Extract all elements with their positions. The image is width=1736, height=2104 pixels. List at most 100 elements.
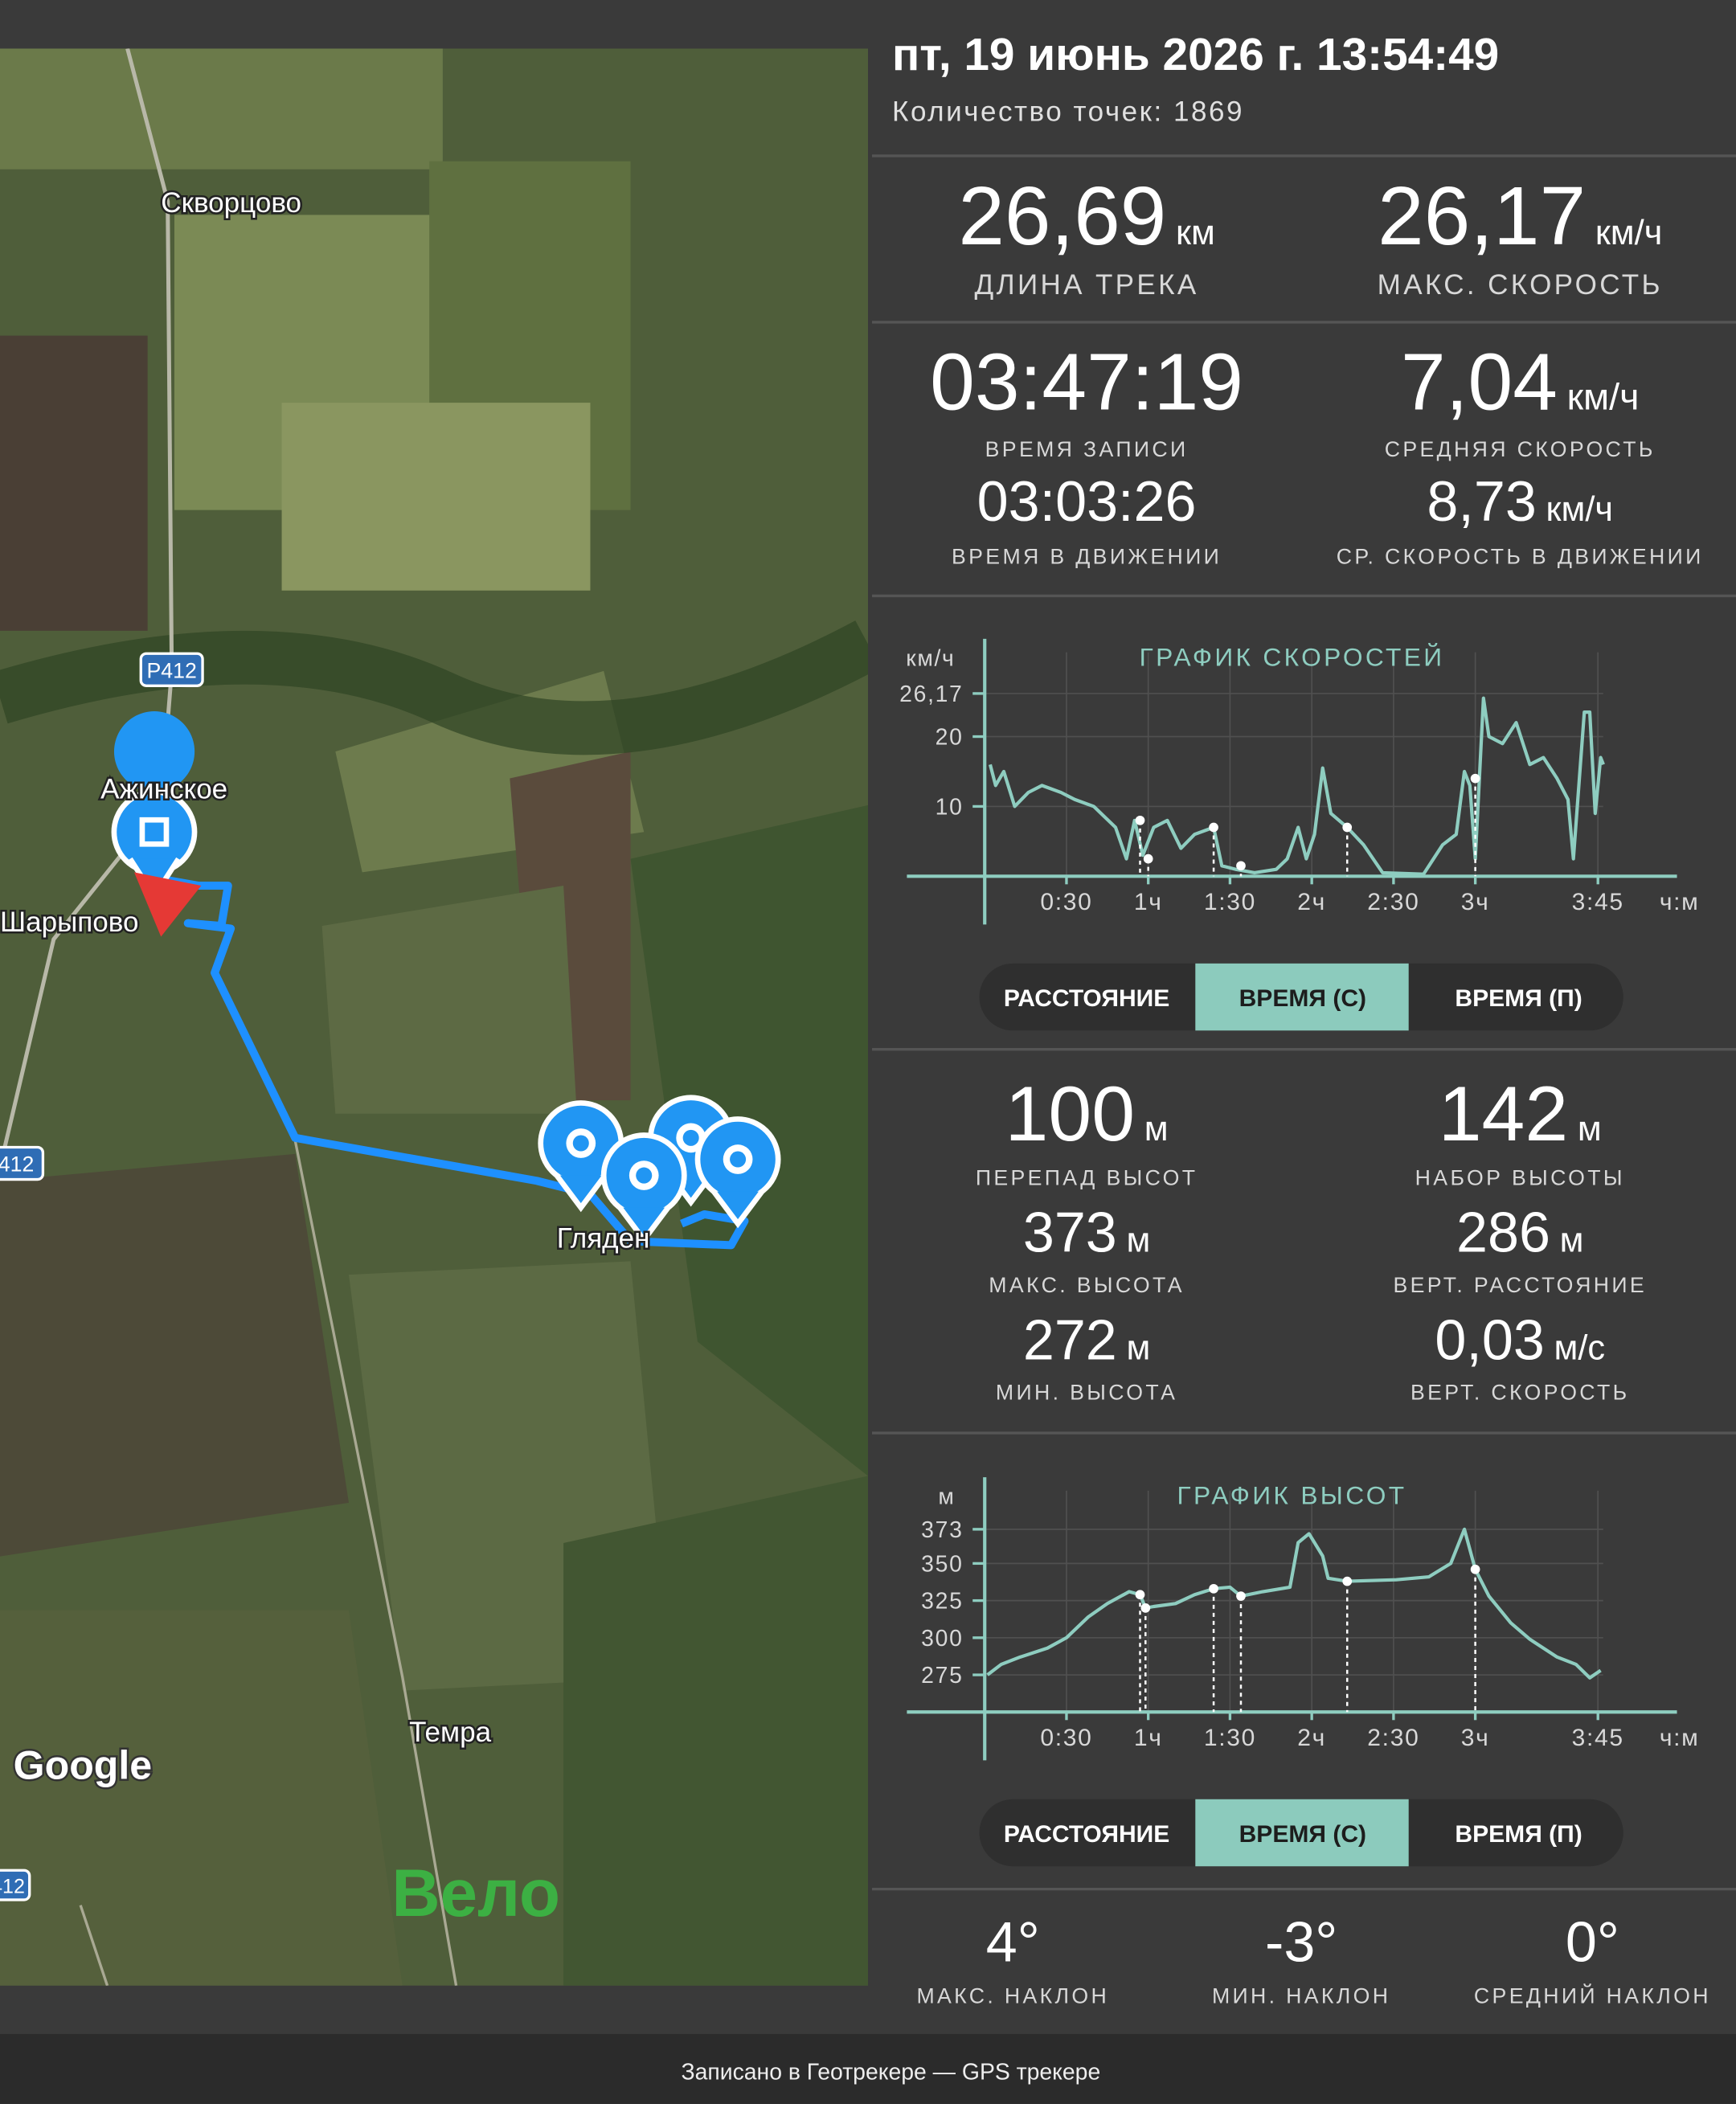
stat-label: ВРЕМЯ ЗАПИСИ xyxy=(985,437,1189,461)
x-tick-label: 2:30 xyxy=(1367,1725,1419,1751)
stat-value: 142 м xyxy=(1439,1070,1602,1157)
header-subtitle: Количество точек: 1869 xyxy=(892,96,1244,128)
stat-number: 26,17 xyxy=(1378,169,1586,262)
stat-value: 8,73 км/ч xyxy=(1427,470,1613,533)
stat-label: ВРЕМЯ В ДВИЖЕНИИ xyxy=(952,544,1222,568)
x-tick-label: 1ч xyxy=(1134,889,1163,915)
data-line xyxy=(988,696,1605,876)
stat-number: -3° xyxy=(1265,1911,1337,1974)
stat-number: 03:03:26 xyxy=(977,470,1197,533)
mode-button[interactable]: ВРЕМЯ (П) xyxy=(1455,985,1582,1012)
stat-value: 0° xyxy=(1566,1911,1619,1974)
stat-label: СР. СКОРОСТЬ В ДВИЖЕНИИ xyxy=(1337,544,1704,568)
road-label: Р412 xyxy=(146,658,196,682)
x-tick-label: 1ч xyxy=(1134,1725,1163,1751)
y-tick-label: 26,17 xyxy=(899,682,963,707)
x-axis-label: ч:м xyxy=(1660,1725,1700,1751)
waypoint-marker xyxy=(1342,822,1353,833)
mode-button[interactable]: ВРЕМЯ (П) xyxy=(1455,1821,1582,1848)
waypoint-marker xyxy=(1135,815,1145,825)
stat-number: 286 xyxy=(1456,1201,1550,1264)
x-tick-label: 2ч xyxy=(1297,1725,1326,1751)
data-line xyxy=(986,1527,1602,1680)
stat-value: 03:03:26 xyxy=(977,470,1197,533)
stat-label: СРЕДНИЙ НАКЛОН xyxy=(1474,1983,1711,2008)
mode-button[interactable]: РАССТОЯНИЕ xyxy=(1004,1821,1169,1848)
waypoint-marker xyxy=(1342,1576,1353,1586)
map-attribution: Google xyxy=(14,1743,152,1788)
stat-unit: м xyxy=(1144,1110,1169,1148)
y-axis-label: м xyxy=(938,1484,955,1510)
x-tick-label: 3:45 xyxy=(1572,1725,1624,1751)
road-label: 412 xyxy=(0,1876,25,1898)
stat-unit: км/ч xyxy=(1595,214,1662,252)
stat-label: МАКС. НАКЛОН xyxy=(916,1983,1109,2008)
stat-value: -3° xyxy=(1265,1911,1337,1974)
x-tick-label: 3:45 xyxy=(1572,889,1624,915)
stat-value: 26,17 км/ч xyxy=(1378,169,1662,262)
x-axis-label: ч:м xyxy=(1660,889,1700,915)
stat-value: 26,69 км xyxy=(958,169,1214,262)
waypoint-marker xyxy=(1470,773,1480,784)
stat-value: 286 м xyxy=(1456,1201,1583,1264)
stat-label: ВЕРТ. РАССТОЯНИЕ xyxy=(1394,1273,1647,1297)
waypoint-marker xyxy=(1209,1583,1218,1594)
stat-value: 272 м xyxy=(1023,1308,1150,1371)
segment-active xyxy=(1195,963,1409,1031)
stat-label: СРЕДНЯЯ СКОРОСТЬ xyxy=(1385,437,1656,461)
stat-label: МАКС. ВЫСОТА xyxy=(989,1273,1185,1297)
stat-label: ДЛИНА ТРЕКА xyxy=(975,269,1199,301)
waypoint-marker xyxy=(1236,861,1246,871)
stat-value: 03:47:19 xyxy=(930,337,1243,427)
stat-number: 8,73 xyxy=(1427,470,1536,533)
stat-number: 373 xyxy=(1023,1201,1117,1264)
stat-value: 7,04 км/ч xyxy=(1401,337,1639,427)
stat-number: 26,69 xyxy=(958,169,1166,262)
stat-label: МИН. ВЫСОТА xyxy=(996,1380,1177,1404)
stat-value: 0,03 м/с xyxy=(1435,1308,1605,1371)
stat-value: 373 м xyxy=(1023,1201,1150,1264)
mode-button[interactable]: ВРЕМЯ (С) xyxy=(1239,985,1366,1012)
stat-unit: км/ч xyxy=(1567,375,1640,417)
place-label: Гляден xyxy=(557,1223,650,1255)
header-title: пт, 19 июнь 2026 г. 13:54:49 xyxy=(892,30,1499,80)
stat-label: НАБОР ВЫСОТЫ xyxy=(1415,1165,1625,1189)
place-label: Скворцово xyxy=(161,187,301,219)
chart-title: ГРАФИК ВЫСОТ xyxy=(1177,1481,1407,1510)
stat-label: ВЕРТ. СКОРОСТЬ xyxy=(1410,1380,1630,1404)
stat-value: 4° xyxy=(986,1911,1040,1974)
stat-unit: м xyxy=(1126,1328,1150,1367)
y-tick-label: 275 xyxy=(921,1663,963,1689)
stat-unit: км/ч xyxy=(1546,490,1613,529)
stat-unit: м xyxy=(1126,1222,1150,1260)
mode-button[interactable]: ВРЕМЯ (С) xyxy=(1239,1821,1366,1848)
stat-number: 0° xyxy=(1566,1911,1619,1974)
road-label: 412 xyxy=(0,1152,34,1177)
stat-number: 4° xyxy=(986,1911,1040,1974)
x-tick-label: 3ч xyxy=(1461,1725,1490,1751)
mode-button[interactable]: РАССТОЯНИЕ xyxy=(1004,985,1169,1012)
stat-number: 0,03 xyxy=(1435,1308,1544,1371)
place-label: Ажинское xyxy=(100,774,227,805)
waypoint-marker xyxy=(1236,1591,1246,1601)
y-tick-label: 373 xyxy=(921,1517,963,1543)
y-tick-label: 10 xyxy=(936,794,964,820)
activity-label: Вело xyxy=(391,1855,560,1930)
x-tick-label: 3ч xyxy=(1461,889,1490,915)
stat-number: 100 xyxy=(1005,1070,1136,1157)
waypoint-marker xyxy=(1470,1564,1480,1574)
stat-label: МАКС. СКОРОСТЬ xyxy=(1378,269,1663,301)
stat-unit: м xyxy=(1560,1222,1584,1260)
stat-unit: км xyxy=(1176,214,1215,252)
footer-bar xyxy=(0,2033,1736,2104)
place-label: Темра xyxy=(409,1717,492,1748)
stat-unit: м/с xyxy=(1554,1328,1606,1367)
map[interactable]: Скворцово Ажинское Шарыпово Гляден Темра… xyxy=(0,48,868,1986)
stat-number: 7,04 xyxy=(1401,337,1558,427)
stat-value: 100 м xyxy=(1005,1070,1169,1157)
y-tick-label: 350 xyxy=(921,1551,963,1577)
segment-active xyxy=(1195,1799,1409,1867)
x-tick-label: 2:30 xyxy=(1367,889,1419,915)
separators xyxy=(872,154,1736,1891)
